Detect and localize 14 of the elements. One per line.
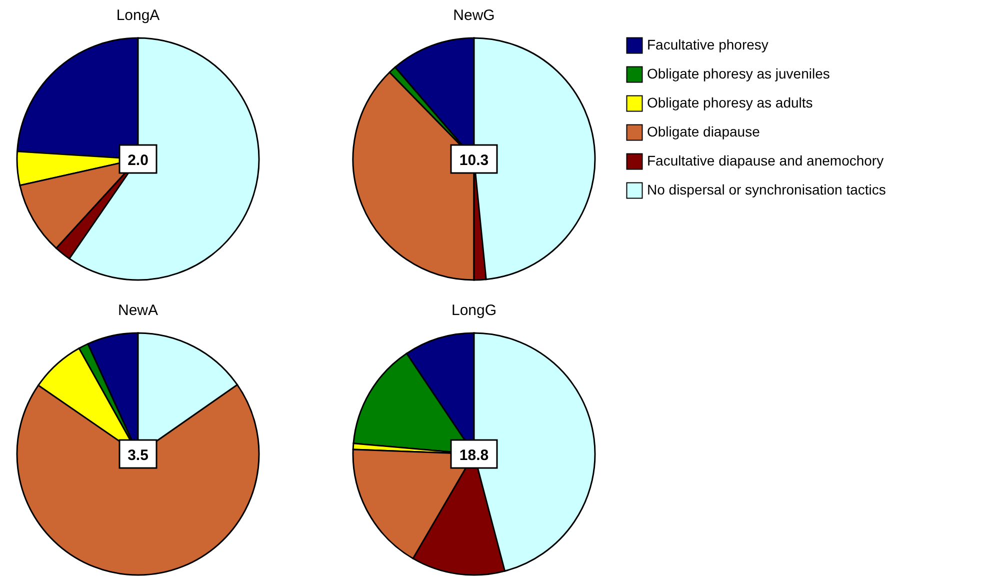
legend-label: Obligate phoresy as adults [647, 94, 813, 110]
legend-label: Facultative phoresy [647, 36, 768, 52]
text: 2.0 [128, 152, 148, 169]
chart-title: NewG [453, 7, 495, 24]
text: 18.8 [459, 447, 489, 464]
text: 3.5 [128, 447, 148, 464]
legend-label: Obligate diapause [647, 124, 760, 140]
legend-label: Obligate phoresy as juveniles [647, 66, 830, 82]
chart-title: NewA [118, 302, 158, 319]
legend-label: Facultative diapause and anemochory [647, 152, 884, 168]
text: 10.3 [459, 152, 489, 169]
chart-title: LongA [116, 7, 160, 24]
chart-title: LongG [451, 302, 497, 319]
legend-label: No dispersal or synchronisation tactics [647, 182, 886, 198]
